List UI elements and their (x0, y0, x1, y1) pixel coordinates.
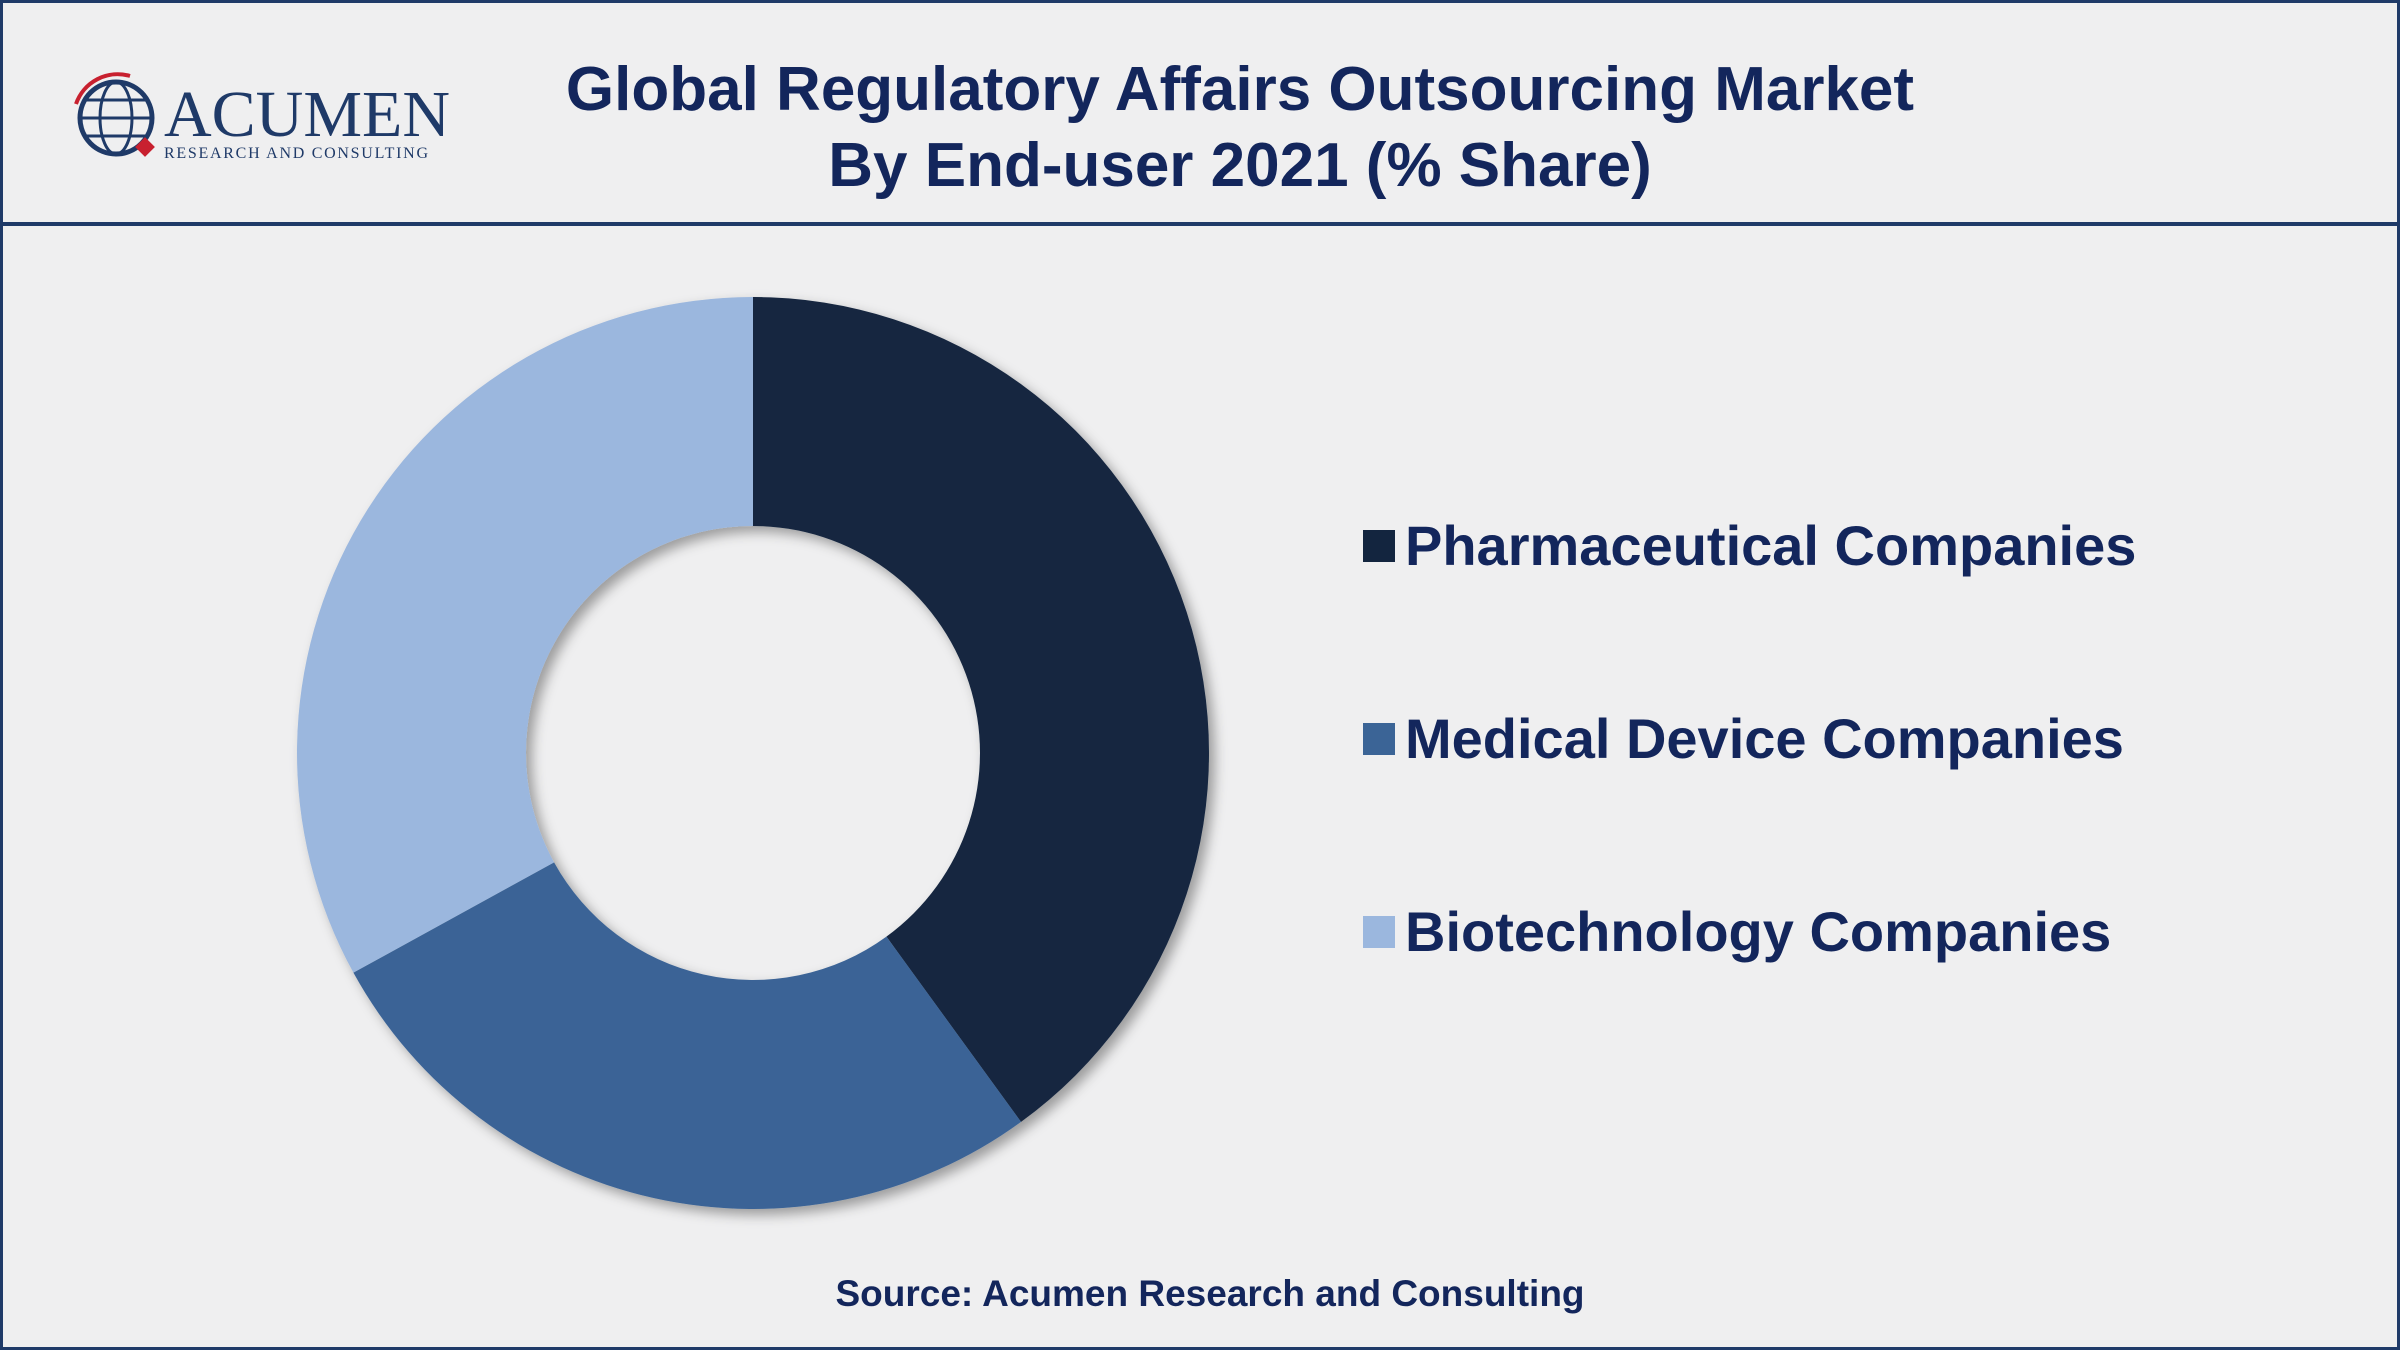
logo-name: ACUMEN (164, 78, 450, 151)
donut-segment (296, 297, 753, 973)
source: Source: Acumen Research and Consulting (835, 1273, 1584, 1314)
logo-diamond (135, 137, 155, 157)
legend-label: Medical Device Companies (1405, 707, 2124, 770)
donut-segment (753, 297, 1210, 1122)
legend-label: Pharmaceutical Companies (1405, 514, 2136, 577)
legend-swatch (1363, 916, 1395, 948)
logo-arc (74, 72, 131, 105)
chart-title: Global Regulatory Affairs Outsourcing Ma… (566, 55, 1914, 124)
logo: ACUMEN RESEARCH AND CONSULTING (74, 72, 450, 162)
donut-segment (353, 862, 1022, 1209)
legend-swatch (1363, 530, 1395, 562)
legend-swatch (1363, 723, 1395, 755)
donut (296, 297, 1210, 1209)
legend-label: Biotechnology Companies (1405, 900, 2111, 963)
chart-title: By End-user 2021 (% Share) (828, 131, 1652, 200)
logo-tagline: RESEARCH AND CONSULTING (164, 145, 428, 162)
legend: Pharmaceutical Companies Medical Device C… (1363, 514, 2136, 963)
